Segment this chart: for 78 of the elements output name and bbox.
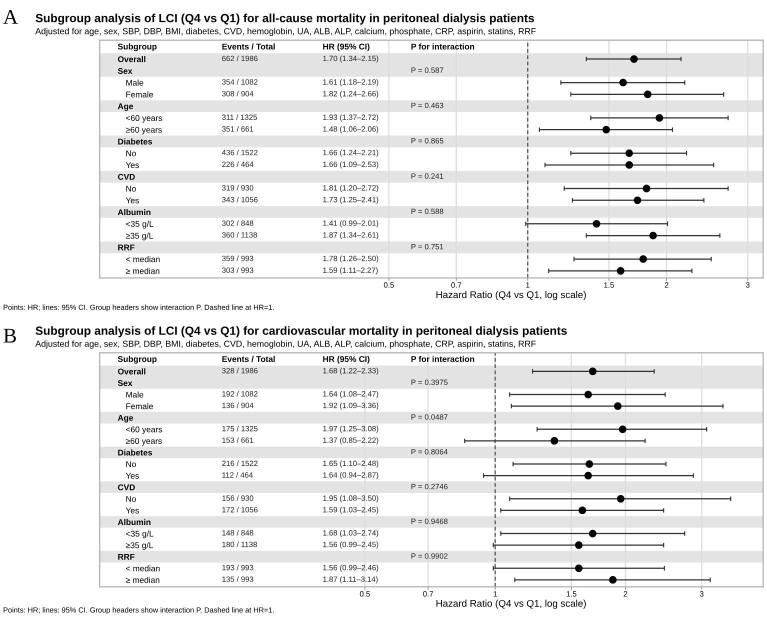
- point: [602, 126, 610, 134]
- y-tick-label: Male: [126, 80, 144, 86]
- y-tick-label: Diabetes: [118, 449, 152, 456]
- text: B: [4, 328, 16, 343]
- chart-title: Subgroup analysis of LCI (Q4 vs Q1) for cardiovascular mortality in peritoneal dialysis patients: [36, 326, 567, 338]
- point: [574, 541, 583, 549]
- y-tick-label: ≥ median: [126, 268, 160, 274]
- annotation: P for interaction: [411, 356, 474, 362]
- y-tick-label: Diabetes: [118, 138, 152, 145]
- y-tick-label: Overall: [118, 56, 146, 62]
- annotation: Subgroup: [118, 43, 157, 52]
- y-tick-label: No: [126, 150, 136, 156]
- y-tick-label: RRF: [118, 244, 134, 250]
- y-tick-label: CVD: [118, 484, 135, 490]
- y-tick-label: Yes: [126, 472, 139, 479]
- y-tick-label: <35 g/L: [126, 220, 154, 229]
- y-tick-label: Yes: [126, 198, 139, 204]
- point: [644, 90, 652, 98]
- y-tick-label: <60 years: [126, 115, 162, 123]
- point: [625, 161, 634, 169]
- annotation: Events / Total: [222, 43, 275, 50]
- point: [588, 368, 597, 376]
- x-axis-title: Hazard Ratio (Q4 vs Q1, log scale): [436, 291, 586, 300]
- y-tick-label: Sex: [118, 68, 132, 74]
- y-tick-label: Albumin: [118, 209, 150, 216]
- y-tick-label: RRF: [118, 554, 134, 560]
- point: [616, 494, 625, 503]
- point: [630, 55, 638, 63]
- point: [639, 255, 648, 263]
- y-tick-label: Yes: [126, 162, 139, 168]
- point: [616, 267, 624, 275]
- y-tick-label: ≥35 g/L: [126, 232, 154, 240]
- annotation: Events / Total: [222, 356, 275, 362]
- point: [578, 506, 586, 514]
- point: [625, 149, 634, 158]
- y-tick-label: <35 g/L: [126, 530, 154, 538]
- y-tick-label: ≥60 years: [126, 126, 162, 134]
- y-tick-label: <60 years: [126, 426, 162, 434]
- y-tick-label: ≥60 years: [126, 438, 162, 446]
- y-tick-label: < median: [126, 565, 160, 572]
- point: [619, 78, 627, 86]
- y-tick-label: Male: [126, 392, 144, 398]
- annotation: HR (95% CI): [323, 43, 370, 52]
- y-tick-label: Overall: [118, 368, 146, 374]
- point: [614, 402, 622, 410]
- point: [588, 530, 597, 538]
- x-axis-title: Hazard Ratio (Q4 vs Q1, log scale): [436, 600, 586, 609]
- point: [649, 232, 657, 240]
- y-tick-label: ≥ median: [126, 576, 160, 583]
- point: [586, 460, 594, 468]
- y-tick-label: No: [126, 461, 136, 468]
- y-tick-label: < median: [126, 256, 160, 262]
- y-tick-label: No: [126, 496, 136, 502]
- point: [574, 564, 583, 572]
- point: [609, 576, 617, 584]
- y-tick-label: Albumin: [118, 518, 150, 526]
- chart-title: Subgroup analysis of LCI (Q4 vs Q1) for all-cause mortality in peritoneal dialysis patients: [36, 14, 534, 25]
- annotation: P for interaction: [411, 43, 474, 50]
- y-tick-label: Age: [118, 103, 134, 111]
- point: [634, 196, 642, 204]
- point: [656, 114, 664, 122]
- point: [584, 390, 592, 398]
- y-tick-label: No: [126, 186, 136, 192]
- annotation: Subgroup: [118, 356, 157, 364]
- y-tick-label: Sex: [118, 380, 132, 386]
- y-tick-label: Age: [118, 414, 134, 422]
- y-tick-label: Yes: [126, 508, 139, 514]
- text: A: [3, 10, 18, 24]
- annotation: HR (95% CI): [323, 356, 370, 364]
- chart-subtitle: Adjusted for age, sex, SBP, DBP, BMI, diabetes, CVD, hemoglobin, UA, ALB, ALP, calcium, phosphate, CRP, aspirin, statins, RRF: [35, 28, 536, 36]
- y-tick-label: CVD: [118, 174, 135, 180]
- point: [584, 472, 592, 480]
- chart-subtitle: Adjusted for age, sex, SBP, DBP, BMI, diabetes, CVD, hemoglobin, UA, ALB, ALP, calcium, phosphate, CRP, aspirin, statins, RRF: [35, 340, 536, 349]
- point: [618, 425, 626, 434]
- y-tick-label: Female: [126, 403, 154, 410]
- point: [642, 184, 650, 192]
- y-tick-label: ≥35 g/L: [126, 542, 154, 550]
- y-tick-label: Female: [126, 91, 154, 98]
